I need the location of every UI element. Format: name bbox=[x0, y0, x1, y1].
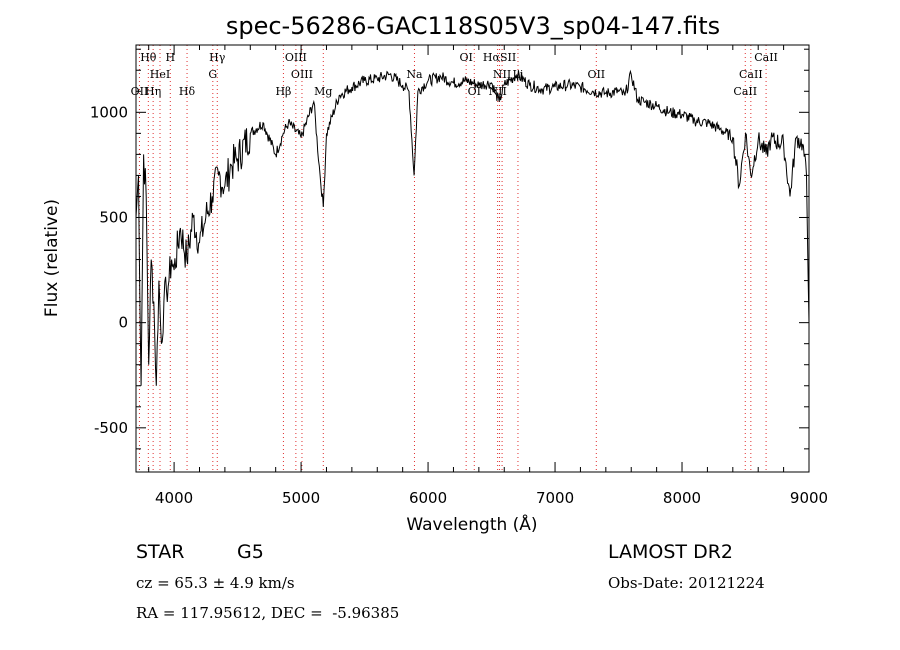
line-marker-label: Hη bbox=[145, 85, 161, 98]
line-marker-label: Li bbox=[513, 68, 524, 81]
x-tick-label: 4000 bbox=[155, 489, 193, 507]
obs-date-text: Obs-Date: 20121224 bbox=[608, 574, 765, 592]
line-marker-label: Na bbox=[406, 68, 423, 81]
line-marker-label: Hγ bbox=[209, 51, 226, 64]
line-marker-label: NII bbox=[493, 68, 511, 81]
y-tick-label: 1000 bbox=[90, 103, 128, 121]
chart-title: spec-56286-GAC118S05V3_sp04-147.fits bbox=[226, 12, 720, 40]
line-marker-label: H bbox=[165, 51, 175, 64]
axis-ticks: 4000 5000 6000 7000 8000 9000 -500 0 500 1000 bbox=[90, 45, 828, 507]
line-marker-label: OII bbox=[587, 68, 605, 81]
x-tick-label: 8000 bbox=[663, 489, 701, 507]
line-marker-label: Hβ bbox=[275, 85, 291, 98]
line-marker-label: OI bbox=[468, 85, 481, 98]
line-marker-label: Hδ bbox=[179, 85, 196, 98]
survey-label: LAMOST DR2 bbox=[608, 541, 733, 563]
line-marker-label: OIII bbox=[291, 68, 313, 81]
y-tick-label: 0 bbox=[118, 314, 128, 332]
x-tick-label: 5000 bbox=[282, 489, 320, 507]
line-marker-label: OII bbox=[131, 85, 149, 98]
line-marker-label: G bbox=[208, 68, 217, 81]
line-marker-label: Hθ bbox=[140, 51, 157, 64]
x-tick-label: 7000 bbox=[536, 489, 574, 507]
coordinates-text: RA = 117.95612, DEC = -5.96385 bbox=[136, 604, 400, 622]
line-marker-label: OIII bbox=[285, 51, 307, 64]
line-marker-label: OI bbox=[459, 51, 472, 64]
redshift-text: cz = 65.3 ± 4.9 km/s bbox=[136, 574, 295, 592]
line-marker-label: NII bbox=[488, 85, 506, 98]
line-marker-label: HαSII bbox=[483, 51, 516, 64]
y-tick-label: 500 bbox=[99, 208, 128, 226]
spectrum-series-line bbox=[135, 69, 810, 386]
object-type-label: STAR bbox=[136, 541, 185, 563]
subclass-label: G5 bbox=[237, 541, 264, 563]
x-tick-label: 9000 bbox=[790, 489, 828, 507]
x-tick-label: 6000 bbox=[409, 489, 447, 507]
line-markers bbox=[138, 45, 767, 472]
line-marker-label: CaII bbox=[754, 51, 778, 64]
plot-frame bbox=[135, 44, 810, 473]
y-tick-label: -500 bbox=[94, 419, 128, 437]
y-axis-title: Flux (relative) bbox=[42, 199, 62, 317]
x-axis-title: Wavelength (Å) bbox=[406, 513, 537, 535]
line-marker-label: HeI bbox=[150, 68, 170, 81]
line-marker-label: Mg bbox=[314, 85, 332, 98]
line-marker-label: CaII bbox=[733, 85, 757, 98]
line-marker-label: CaII bbox=[739, 68, 763, 81]
